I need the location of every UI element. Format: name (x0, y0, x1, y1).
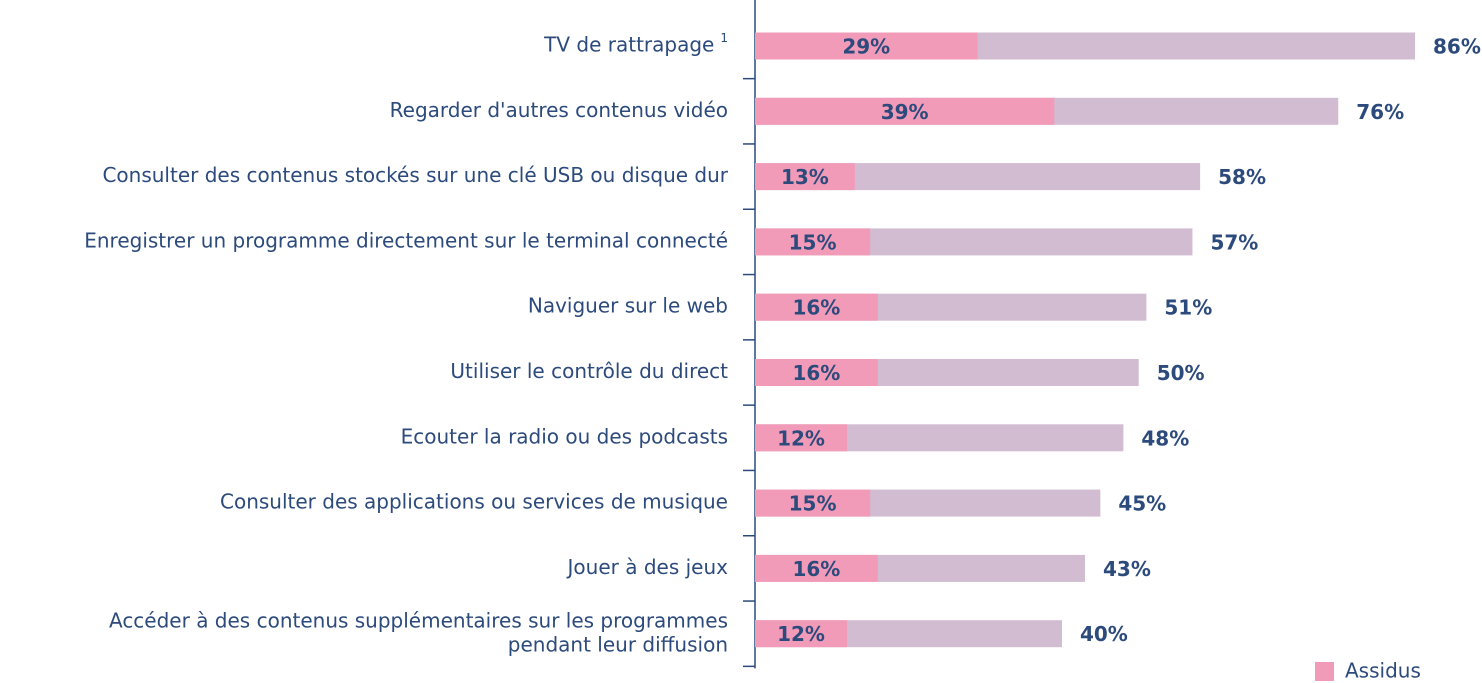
value-label: 12% (777, 622, 825, 646)
bar (755, 293, 878, 321)
value-label: 43% (1103, 557, 1151, 581)
bar (755, 32, 978, 60)
value-label: 16% (792, 296, 840, 320)
value-label: 40% (1080, 622, 1128, 646)
value-label: 48% (1141, 426, 1189, 450)
value-label: 15% (789, 230, 837, 254)
value-label: 16% (792, 361, 840, 385)
value-label: 39% (881, 100, 929, 124)
category-label: Regarder d'autres contenus vidéo (390, 98, 728, 122)
legend-label: Assidus (1345, 659, 1421, 683)
value-label: 13% (781, 165, 829, 189)
value-label: 12% (777, 426, 825, 450)
value-label: 50% (1157, 361, 1205, 385)
value-label: 76% (1356, 100, 1404, 124)
bar (755, 97, 1055, 125)
bar (755, 424, 848, 452)
category-label: Consulter des applications ou services d… (220, 490, 728, 514)
category-label: Enregistrer un programme directement sur… (84, 228, 728, 252)
footnote-mark: 1 (720, 31, 728, 45)
bar (755, 489, 871, 517)
bar (755, 359, 878, 386)
category-label: Naviguer sur le web (528, 294, 728, 318)
value-label: 58% (1218, 165, 1266, 189)
value-label: 51% (1164, 296, 1212, 320)
value-label: 86% (1433, 35, 1481, 59)
value-label: 16% (792, 557, 840, 581)
category-label: Accéder à des contenus supplémentaires s… (109, 608, 728, 656)
category-label: Ecouter la radio ou des podcasts (401, 424, 728, 448)
bar (755, 620, 848, 648)
category-label: Utiliser le contrôle du direct (450, 359, 728, 383)
category-label: TV de rattrapage 1 (543, 31, 728, 57)
bar (755, 228, 871, 256)
legend-swatch (1315, 662, 1334, 681)
category-label: Consulter des contenus stockés sur une c… (102, 163, 728, 187)
category-label: Jouer à des jeux (566, 555, 729, 579)
value-label: 15% (789, 492, 837, 516)
bar (755, 554, 878, 582)
bar (755, 163, 855, 191)
value-label: 29% (842, 35, 890, 59)
value-label: 57% (1210, 230, 1258, 254)
value-label: 45% (1118, 492, 1166, 516)
